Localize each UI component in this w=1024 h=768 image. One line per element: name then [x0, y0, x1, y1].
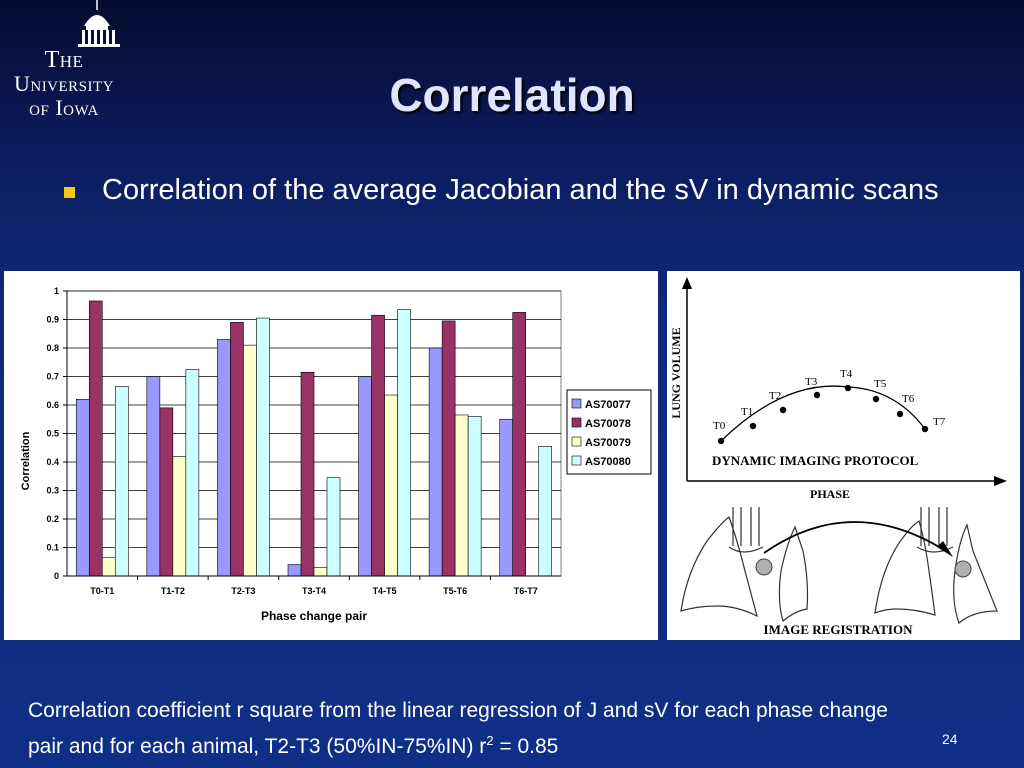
- phase-point-label: T5: [874, 378, 887, 390]
- legend-label: AS70077: [585, 399, 631, 411]
- volume-curve: [720, 385, 926, 442]
- y-tick-label: 0.7: [46, 372, 59, 382]
- bar: [300, 371, 315, 577]
- phase-point: [921, 425, 929, 433]
- y-axis-label: Correlation: [20, 431, 32, 490]
- x-tick-label: T4-T5: [373, 586, 397, 596]
- phase-point: [872, 395, 880, 403]
- y-tick-label: 1: [54, 286, 59, 296]
- bar: [358, 376, 372, 577]
- protocol-diagram-figure: LUNG VOLUME PHASE DYNAMIC IMAGING PROTOC…: [669, 277, 1007, 637]
- phase-point-label: T1: [741, 406, 753, 418]
- phase-point-label: T0: [713, 420, 726, 432]
- bar: [88, 300, 103, 577]
- legend-label: AS70080: [585, 456, 631, 468]
- bar: [428, 347, 443, 577]
- protocol-label: DYNAMIC IMAGING PROTOCOL: [712, 453, 919, 468]
- square-bullet-icon: [64, 187, 75, 198]
- y-tick-label: 0.5: [46, 429, 59, 439]
- lung-outline-left: [680, 507, 809, 623]
- bar: [230, 322, 244, 577]
- bar: [172, 456, 187, 577]
- bar: [397, 309, 411, 577]
- phase-point-label: T7: [933, 416, 946, 428]
- bar: [217, 339, 231, 577]
- bar: [371, 314, 385, 577]
- x-tick-label: T6-T7: [514, 586, 538, 596]
- bar: [384, 394, 398, 577]
- phase-point: [717, 437, 725, 445]
- x-tick-label: T3-T4: [302, 586, 326, 596]
- y-tick-label: 0.3: [46, 486, 59, 496]
- x-axis-arrow-icon: [994, 476, 1007, 486]
- bar: [313, 567, 328, 577]
- bar: [467, 416, 482, 577]
- y-tick-label: 0.2: [46, 514, 59, 524]
- lung-outline-right: [874, 507, 998, 625]
- correlation-bar-chart: 0 0.1 0.2 0.3 0.4 0.5 0.6 0.7 0.8 0.9 1 T0-T1 T1-T2 T…: [20, 286, 652, 623]
- bar: [256, 317, 270, 577]
- caption-text: Correlation coefficient r square from th…: [28, 699, 888, 758]
- bar: [512, 312, 527, 577]
- university-logo: The University of Iowa: [0, 0, 130, 125]
- phase-point-label: T3: [805, 376, 818, 388]
- x-tick-label: T0-T1: [90, 586, 114, 596]
- x-tick-label: T1-T2: [161, 586, 185, 596]
- x-tick-label: T5-T6: [443, 586, 467, 596]
- bar: [243, 344, 257, 577]
- y-axis-arrow-icon: [682, 277, 692, 289]
- y-tick-label: 0: [54, 571, 59, 581]
- legend-swatch: [571, 398, 582, 409]
- phase-point-label: T4: [840, 368, 853, 380]
- correlation-chart-panel: 0 0.1 0.2 0.3 0.4 0.5 0.6 0.7 0.8 0.9 1 T0-T1 T1-T2 T…: [4, 271, 658, 640]
- x-axis-label: Phase change pair: [261, 609, 367, 623]
- registration-arrow: [763, 521, 950, 554]
- bullet-text: Correlation of the average Jacobian and …: [102, 174, 939, 206]
- phase-point: [844, 384, 852, 392]
- y-tick-label: 0.1: [46, 543, 59, 553]
- phase-point: [779, 406, 787, 414]
- logo-wordmark: The University of Iowa: [13, 47, 115, 120]
- phase-point: [749, 422, 757, 430]
- x-tick-label: T2-T3: [231, 586, 255, 596]
- legend-label: AS70079: [585, 437, 631, 449]
- registration-arrow-head-icon: [937, 541, 953, 557]
- image-registration-label: IMAGE REGISTRATION: [764, 622, 914, 637]
- bar: [326, 477, 341, 577]
- phase-label: PHASE: [810, 487, 850, 501]
- y-tick-label: 0.8: [46, 343, 59, 353]
- y-tick-label: 0.4: [46, 457, 59, 467]
- old-capitol-dome-icon: [78, 0, 120, 47]
- legend-swatch: [571, 455, 582, 466]
- bar: [538, 446, 553, 577]
- phase-point-label: T2: [769, 390, 781, 402]
- bar: [75, 399, 90, 577]
- caption-value: = 0.85: [493, 735, 559, 758]
- y-tick-label: 0.6: [46, 400, 59, 410]
- bar: [441, 320, 456, 577]
- bar: [159, 407, 174, 577]
- slide-caption: Correlation coefficient r square from th…: [28, 696, 928, 762]
- bar: [454, 414, 469, 577]
- lung-region-marker-left: [755, 558, 773, 576]
- legend-swatch: [571, 436, 582, 447]
- lung-region-marker-right: [954, 560, 972, 578]
- bar: [146, 376, 161, 577]
- lung-volume-label: LUNG VOLUME: [669, 327, 683, 418]
- y-tick-label: 0.9: [46, 315, 59, 325]
- legend-swatch: [571, 417, 582, 428]
- slide-title: Correlation: [389, 69, 635, 121]
- caption-superscript: 2: [486, 733, 494, 748]
- bar: [101, 557, 116, 577]
- phase-point: [896, 410, 904, 418]
- page-number: 24: [942, 731, 958, 747]
- imaging-protocol-diagram: LUNG VOLUME PHASE DYNAMIC IMAGING PROTOC…: [667, 271, 1020, 640]
- legend-label: AS70078: [585, 418, 631, 430]
- bar: [114, 386, 129, 577]
- phase-point: [813, 391, 821, 399]
- bar: [287, 564, 302, 577]
- phase-point-label: T6: [902, 393, 915, 405]
- bar: [499, 418, 514, 577]
- bar: [185, 369, 200, 577]
